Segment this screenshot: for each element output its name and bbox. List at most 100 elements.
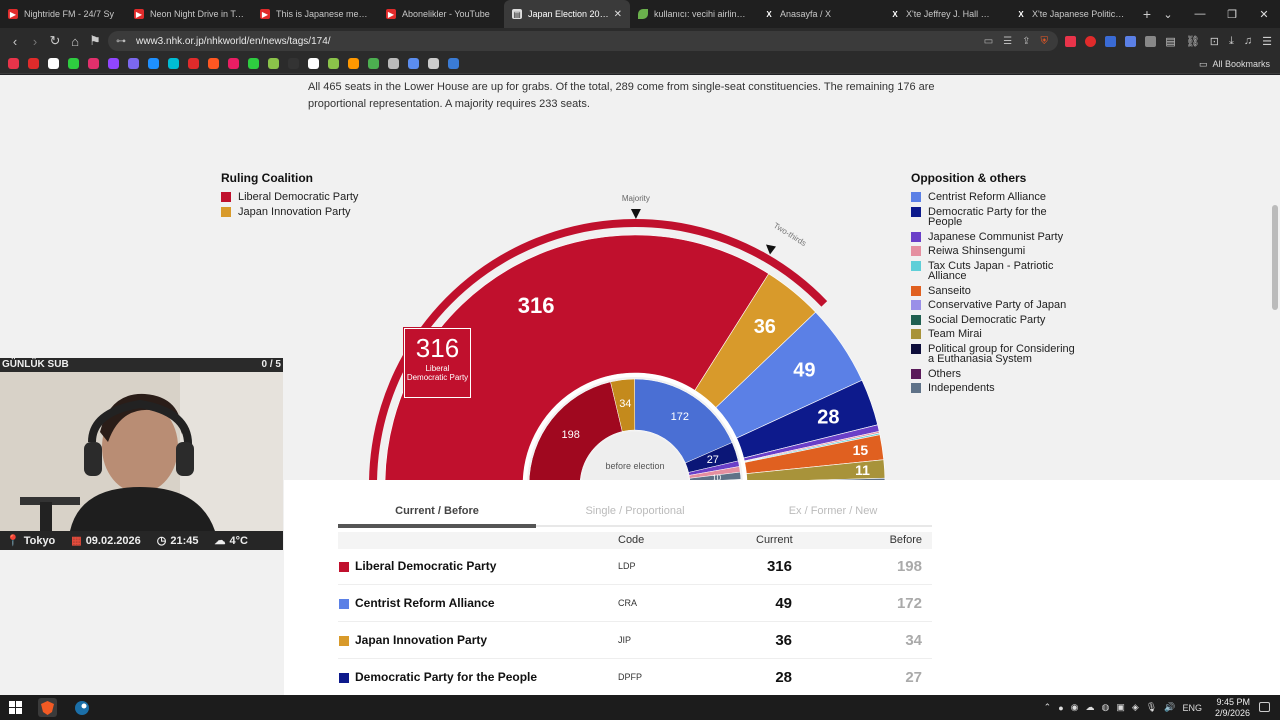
cast-icon[interactable]: ▭: [983, 35, 994, 47]
reload-button[interactable]: ↻: [49, 33, 61, 48]
table-row[interactable]: Centrist Reform Alliance CRA 49 172: [338, 586, 932, 622]
address-bar[interactable]: ⊶ www3.nhk.or.jp/nhkworld/en/news/tags/1…: [108, 31, 1058, 51]
extension-icon[interactable]: [1125, 35, 1136, 47]
legend-item[interactable]: Japan Innovation Party: [221, 206, 358, 218]
bookmark-icon[interactable]: ⚑: [89, 33, 101, 48]
minimize-button[interactable]: —: [1194, 8, 1206, 20]
new-tab-button[interactable]: +: [1142, 6, 1152, 22]
seat-chart[interactable]: before election Majority Two-thirds 316 36 49…: [350, 175, 920, 480]
tab-item-active[interactable]: ▤ Japan Election 2026: I ✕: [504, 0, 630, 28]
windows-start-icon[interactable]: [6, 698, 25, 717]
download-icon[interactable]: ⤓: [1229, 34, 1234, 47]
url-text[interactable]: www3.nhk.or.jp/nhkworld/en/news/tags/174…: [136, 35, 331, 47]
bookmark-favicon-icon[interactable]: [108, 58, 119, 69]
bookmark-favicon-icon[interactable]: [208, 58, 219, 69]
legend-item[interactable]: Team Mirai: [911, 329, 1081, 340]
table-row[interactable]: Liberal Democratic Party LDP 316 198: [338, 549, 932, 585]
reader-icon[interactable]: ☰: [1003, 35, 1013, 47]
tab-item[interactable]: X X'te Jeffrey J. Hall 👀: "Al: [882, 0, 1008, 28]
bookmark-favicon-icon[interactable]: [348, 58, 359, 69]
site-info-icon[interactable]: ⊶: [116, 35, 126, 47]
table-row[interactable]: Democratic Party for the People DPFP 28 …: [338, 660, 932, 695]
bookmark-favicon-icon[interactable]: [168, 58, 179, 69]
display-icon[interactable]: ▣: [1116, 702, 1125, 712]
language-indicator[interactable]: ENG: [1182, 702, 1202, 713]
close-icon[interactable]: ✕: [613, 8, 622, 20]
legend-item[interactable]: Social Democratic Party: [911, 314, 1081, 326]
tray-app-icon[interactable]: ◍: [1101, 702, 1110, 712]
all-bookmarks-button[interactable]: ▭ All Bookmarks: [1199, 54, 1270, 74]
home-button[interactable]: ⌂: [71, 33, 79, 49]
tab-item[interactable]: ▶ This is Japanese media...: [252, 0, 378, 28]
legend-item[interactable]: Political group for Considering a Euthan…: [911, 343, 1081, 365]
close-window-button[interactable]: ✕: [1259, 8, 1269, 21]
tab-single-proportional[interactable]: Single / Proportional: [585, 505, 685, 517]
bookmark-favicon-icon[interactable]: [448, 58, 459, 69]
menu-icon[interactable]: ☰: [1262, 35, 1272, 48]
legend-item[interactable]: Democratic Party for the People: [911, 206, 1081, 228]
tab-item[interactable]: X Anasayfa / X: [756, 0, 882, 28]
bookmark-favicon-icon[interactable]: [408, 58, 419, 69]
tab-current-before[interactable]: Current / Before: [338, 504, 536, 528]
link-icon[interactable]: ⛓: [1185, 35, 1200, 48]
tab-item[interactable]: ▶ Nightride FM - 24/7 Sy: [0, 0, 126, 28]
steam-icon[interactable]: [72, 698, 91, 717]
bookmark-favicon-icon[interactable]: [328, 58, 339, 69]
bookmark-favicon-icon[interactable]: [428, 58, 439, 69]
bookmark-favicon-icon[interactable]: [268, 58, 279, 69]
back-button[interactable]: ‹: [12, 33, 18, 49]
bookmark-favicon-icon[interactable]: [248, 58, 259, 69]
bookmark-favicon-icon[interactable]: [28, 58, 39, 69]
legend-item[interactable]: Liberal Democratic Party: [221, 192, 358, 203]
microphone-icon[interactable]: 🎙: [1145, 702, 1158, 712]
bookmark-favicon-icon[interactable]: [88, 58, 99, 69]
extension-icon[interactable]: [1085, 35, 1096, 47]
extensions-puzzle-icon[interactable]: [1145, 35, 1156, 47]
legend-item[interactable]: Independents: [911, 383, 1081, 394]
bookmark-favicon-icon[interactable]: [188, 58, 199, 69]
discord-icon[interactable]: ◉: [1070, 702, 1079, 712]
bookmark-favicon-icon[interactable]: [308, 58, 319, 69]
table-row[interactable]: Japan Innovation Party JIP 36 34: [338, 623, 932, 659]
bookmark-favicon-icon[interactable]: [368, 58, 379, 69]
tab-item[interactable]: X X'te Japanese Politics 🇯🇵: [1008, 0, 1134, 28]
bookmark-favicon-icon[interactable]: [68, 58, 79, 69]
bookmark-favicon-icon[interactable]: [148, 58, 159, 69]
taskbar-clock[interactable]: 9:45 PM 2/9/2026: [1215, 697, 1250, 719]
extension-icon[interactable]: [1065, 35, 1076, 47]
legend-item[interactable]: Sanseito: [911, 285, 1081, 297]
extension-icon[interactable]: [1105, 35, 1116, 47]
brave-icon[interactable]: [38, 698, 57, 717]
brave-shield-icon[interactable]: ⛨: [1040, 35, 1049, 47]
sidebar-icon[interactable]: ▤: [1165, 35, 1176, 48]
tab-item[interactable]: ▶ Neon Night Drive in Tokyo: [126, 0, 252, 28]
legend-item[interactable]: Others: [911, 368, 1081, 380]
legend-item[interactable]: Centrist Reform Alliance: [911, 192, 1081, 203]
cloud-icon[interactable]: ☁: [1085, 702, 1095, 712]
volume-icon[interactable]: 🔊: [1164, 702, 1176, 712]
bookmark-favicon-icon[interactable]: [288, 58, 299, 69]
bookmark-favicon-icon[interactable]: [388, 58, 399, 69]
bookmark-favicon-icon[interactable]: [128, 58, 139, 69]
restore-button[interactable]: ❐: [1227, 8, 1237, 21]
screenshot-icon[interactable]: ⊡: [1209, 35, 1219, 48]
page-scrollbar[interactable]: [1272, 205, 1278, 310]
chevron-up-icon[interactable]: ⌃: [1043, 702, 1052, 712]
notification-icon[interactable]: [1259, 702, 1270, 712]
legend-item[interactable]: Reiwa Shinsengumi: [911, 246, 1081, 257]
legend-item[interactable]: Japanese Communist Party: [911, 231, 1081, 243]
tray-app-icon[interactable]: ◈: [1131, 702, 1139, 712]
steam-tray-icon[interactable]: ●: [1058, 702, 1064, 713]
bookmark-favicon-icon[interactable]: [228, 58, 239, 69]
bookmark-favicon-icon[interactable]: [8, 58, 19, 69]
forward-button[interactable]: ›: [32, 33, 38, 49]
tab-ex-former-new[interactable]: Ex / Former / New: [788, 505, 878, 517]
share-icon[interactable]: ⇪: [1022, 35, 1031, 47]
bookmark-favicon-icon[interactable]: [48, 58, 59, 69]
tab-search-icon[interactable]: ⌄: [1163, 8, 1173, 21]
legend-item[interactable]: Conservative Party of Japan: [911, 300, 1081, 311]
media-icon[interactable]: ♫: [1243, 35, 1253, 47]
tab-item[interactable]: ▶ Abonelikler - YouTube: [378, 0, 504, 28]
tab-item[interactable]: kullanıcı: vecihi airlines - e: [630, 0, 756, 28]
legend-item[interactable]: Tax Cuts Japan - Patriotic Alliance: [911, 260, 1081, 282]
